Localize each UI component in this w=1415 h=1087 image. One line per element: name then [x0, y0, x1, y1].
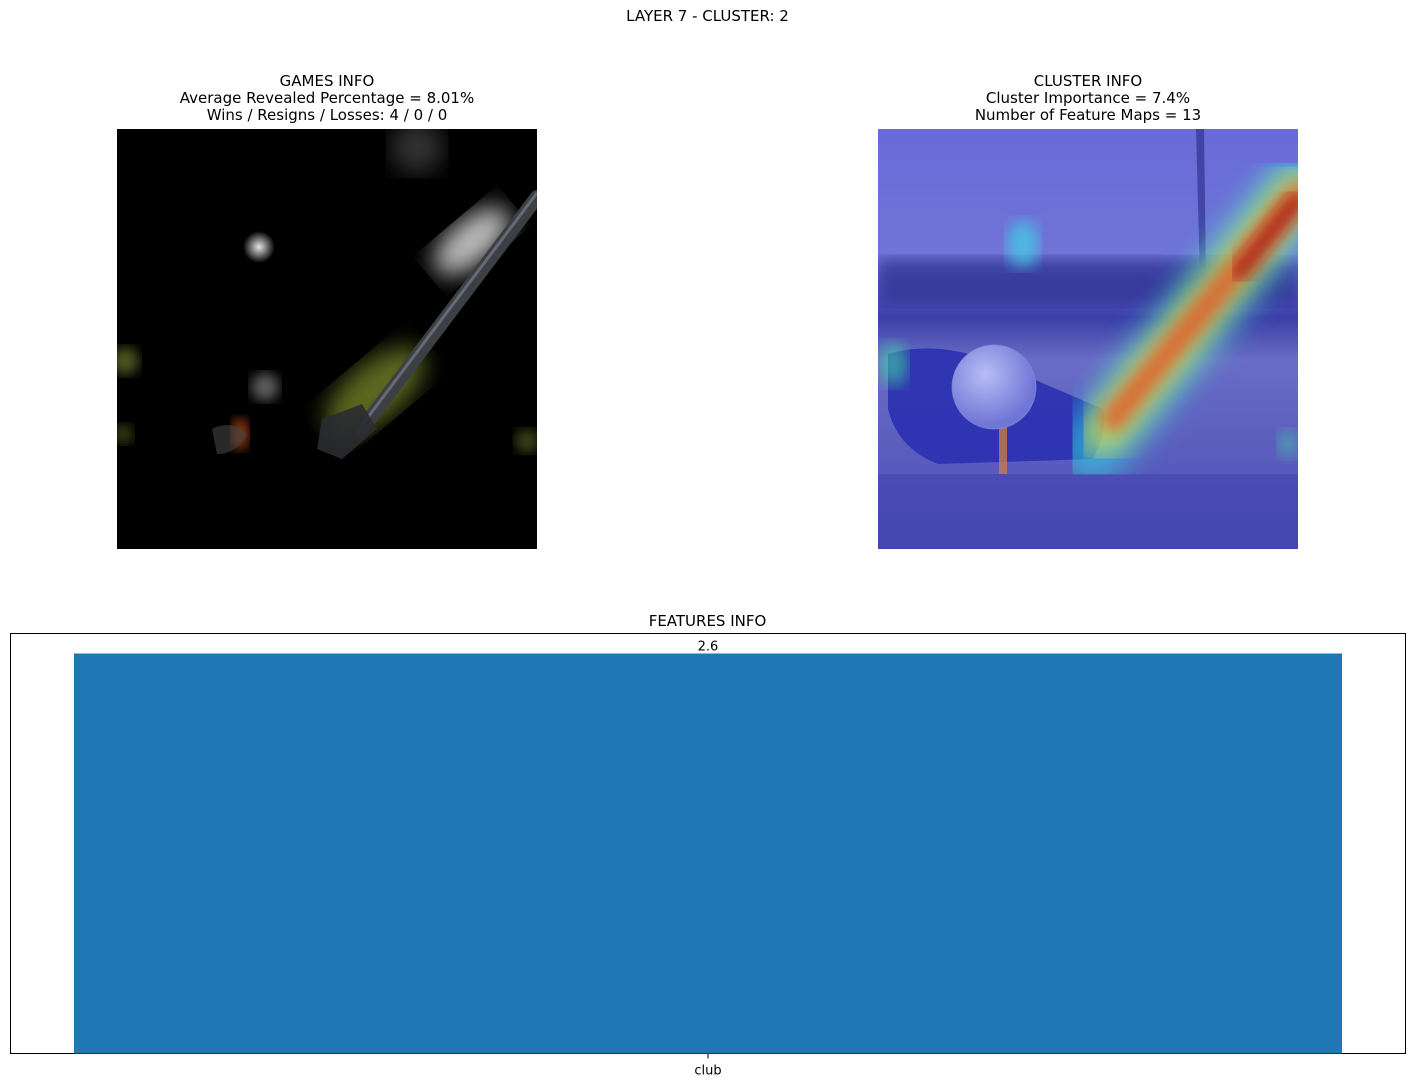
x-ticks-layer: club [694, 1053, 722, 1079]
average-revealed-percentage: Average Revealed Percentage = 8.01% [179, 89, 475, 107]
cluster-importance: Cluster Importance = 7.4% [985, 89, 1191, 107]
features-info-title: FEATURES INFO [648, 612, 767, 630]
number-of-feature-maps: Number of Feature Maps = 13 [974, 106, 1202, 124]
games-info-title: GAMES INFO Average Revealed Percentage =… [117, 73, 537, 124]
figure-suptitle: LAYER 7 - CLUSTER: 2 [626, 7, 789, 25]
x-tick-label: club [694, 1064, 721, 1079]
games-info-heading: GAMES INFO [279, 72, 375, 90]
heatmap-overlay-image [878, 129, 1298, 549]
bar-value-label: 2.6 [698, 640, 719, 655]
bar-club [73, 653, 1343, 1054]
cluster-info-title: CLUSTER INFO Cluster Importance = 7.4% N… [878, 73, 1298, 124]
revealed-image [117, 129, 537, 549]
cluster-info-heading: CLUSTER INFO [1033, 72, 1143, 90]
wins-resigns-losses: Wins / Resigns / Losses: 4 / 0 / 0 [206, 106, 448, 124]
bars-layer [73, 653, 1343, 1054]
labels-layer: 2.6 [698, 640, 719, 655]
